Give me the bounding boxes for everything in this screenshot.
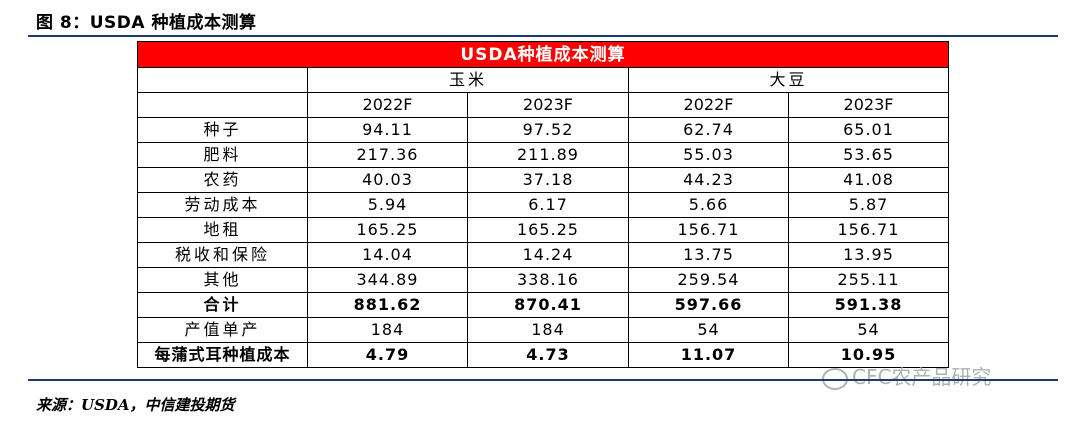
year-header: 2022F [307, 92, 468, 118]
table-row: 农药 40.03 37.18 44.23 41.08 [137, 167, 949, 193]
source-note: 来源：USDA，中信建投期货 [36, 396, 235, 414]
table-cell: 217.36 [307, 142, 468, 168]
group-corn: 玉米 [307, 67, 629, 93]
row-label: 肥料 [137, 142, 308, 168]
table-cell: 4.73 [467, 342, 629, 368]
table-cell: 165.25 [467, 217, 629, 243]
watermark-text: CFC农产品研究 [852, 365, 992, 389]
table-row: 地租 165.25 165.25 156.71 156.71 [137, 217, 949, 243]
wechat-icon [822, 367, 848, 390]
year-header: 2022F [628, 92, 789, 118]
table-cell: 54 [788, 317, 949, 343]
row-label: 每蒲式耳种植成本 [137, 342, 308, 368]
watermark: CFC农产品研究 [822, 361, 991, 390]
group-header-row: 玉米 大豆 [137, 67, 949, 93]
table-cell: 211.89 [467, 142, 629, 168]
bottom-rule [28, 379, 1058, 381]
table-cell: 156.71 [628, 217, 789, 243]
corner-cell [137, 92, 308, 118]
table-cell: 55.03 [628, 142, 789, 168]
row-label: 其他 [137, 267, 308, 293]
table-cell: 62.74 [628, 117, 789, 143]
row-label: 农药 [137, 167, 308, 193]
row-label: 合计 [137, 292, 308, 318]
table-cell: 5.66 [628, 192, 789, 218]
row-label: 种子 [137, 117, 308, 143]
table-cell: 11.07 [628, 342, 789, 368]
corner-cell [137, 67, 308, 93]
table-cell: 37.18 [467, 167, 629, 193]
table-header-row: USDA种植成本测算 [137, 41, 949, 68]
table-cell: 184 [467, 317, 629, 343]
table-cell: 41.08 [788, 167, 949, 193]
table-cell: 597.66 [628, 292, 789, 318]
table-row: 产值单产 184 184 54 54 [137, 317, 949, 343]
year-header-row: 2022F 2023F 2022F 2023F [137, 92, 949, 118]
table-cell: 40.03 [307, 167, 468, 193]
row-label: 产值单产 [137, 317, 308, 343]
table-cell: 6.17 [467, 192, 629, 218]
table-cell: 5.94 [307, 192, 468, 218]
table-row: 种子 94.11 97.52 62.74 65.01 [137, 117, 949, 143]
year-header: 2023F [467, 92, 629, 118]
cost-table: USDA种植成本测算 玉米 大豆 2022F 2023F 2022F 2023F… [137, 41, 949, 368]
table-row: 税收和保险 14.04 14.24 13.75 13.95 [137, 242, 949, 268]
total-row: 合计 881.62 870.41 597.66 591.38 [137, 292, 949, 318]
year-header: 2023F [788, 92, 949, 118]
row-label: 地租 [137, 217, 308, 243]
table-cell: 13.75 [628, 242, 789, 268]
table-cell: 44.23 [628, 167, 789, 193]
table-cell: 870.41 [467, 292, 629, 318]
table-cell: 5.87 [788, 192, 949, 218]
row-label: 劳动成本 [137, 192, 308, 218]
table-row: 劳动成本 5.94 6.17 5.66 5.87 [137, 192, 949, 218]
table-row: 其他 344.89 338.16 259.54 255.11 [137, 267, 949, 293]
table-cell: 165.25 [307, 217, 468, 243]
table-row: 肥料 217.36 211.89 55.03 53.65 [137, 142, 949, 168]
table-cell: 184 [307, 317, 468, 343]
row-label: 税收和保险 [137, 242, 308, 268]
table-cell: 97.52 [467, 117, 629, 143]
figure-title: 图 8：USDA 种植成本测算 [36, 13, 257, 33]
table-cell: 65.01 [788, 117, 949, 143]
top-rule [28, 35, 1058, 37]
table-cell: 53.65 [788, 142, 949, 168]
table-cell: 338.16 [467, 267, 629, 293]
table-cell: 881.62 [307, 292, 468, 318]
table-cell: 591.38 [788, 292, 949, 318]
cost-per-bushel-row: 每蒲式耳种植成本 4.79 4.73 11.07 10.95 [137, 342, 949, 368]
table-cell: 156.71 [788, 217, 949, 243]
table-header: USDA种植成本测算 [137, 41, 949, 68]
table-cell: 255.11 [788, 267, 949, 293]
table-cell: 10.95 [788, 342, 949, 368]
table-cell: 94.11 [307, 117, 468, 143]
table-cell: 13.95 [788, 242, 949, 268]
table-cell: 54 [628, 317, 789, 343]
table-cell: 14.24 [467, 242, 629, 268]
group-soybean: 大豆 [628, 67, 949, 93]
table-cell: 259.54 [628, 267, 789, 293]
table-cell: 14.04 [307, 242, 468, 268]
table-cell: 344.89 [307, 267, 468, 293]
table-cell: 4.79 [307, 342, 468, 368]
